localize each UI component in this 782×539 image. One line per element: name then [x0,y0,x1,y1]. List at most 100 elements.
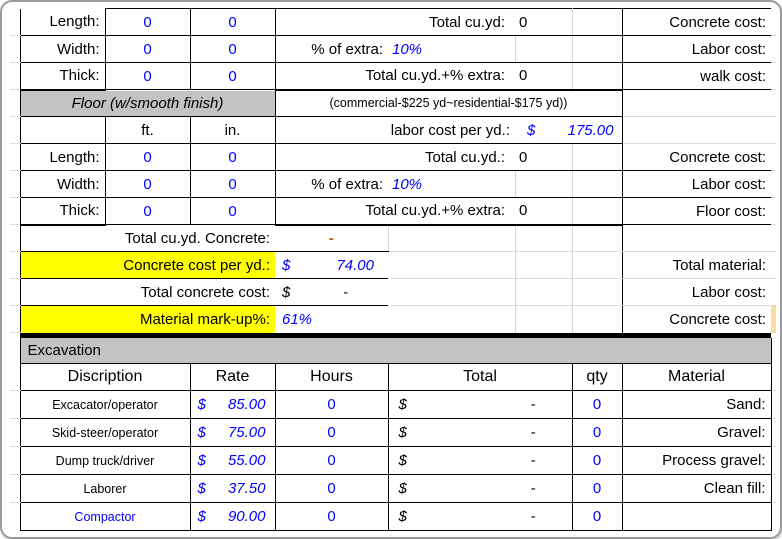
currency-symbol: $ [398,480,407,497]
floor-width-ft-input[interactable]: 0 [104,170,191,198]
row-material-markup: Material mark-up%: 61% Concrete cost: [10,305,776,333]
walk-length-in-input[interactable]: 0 [189,8,276,36]
concrete-cost-per-yd-input[interactable]: $ 74.00 [275,251,388,279]
sand-qty-input[interactable]: 0 [571,390,623,419]
empty-cell [572,35,622,63]
material-markup-input[interactable]: 61% [282,310,313,328]
left-margin-cell [10,62,20,90]
floor-width-label: Width: [19,170,105,198]
excavation-row: Laborer $37.50 0 $ - 0 Clean fill: [10,474,776,503]
excavator-total-value: $ - [387,390,573,419]
summary-concrete-cost-label: Concrete cost: [621,305,771,333]
laborer-rate-input[interactable]: $37.50 [189,474,276,503]
empty-cell [388,278,516,306]
left-margin-cell [10,474,20,503]
walk-thick-label: Thick: [19,62,105,91]
left-margin-cell [10,503,20,531]
row-walk-width: Width: 0 0 % of extra: 10% Labor cost: [10,35,776,63]
process-gravel-qty-input[interactable]: 0 [571,446,623,475]
currency-symbol: $ [197,508,206,525]
right-margin-cell [771,363,776,391]
left-margin-cell [10,89,20,117]
row-walk-length: Length: 0 0 Total cu.yd: 0 Concrete cost… [10,8,776,36]
clean-fill-label: Clean fill: [621,474,772,503]
highlighted-cell[interactable] [771,305,776,333]
dump-truck-hours-input[interactable]: 0 [274,446,389,475]
rate-value: 37.50 [227,480,266,497]
skid-steer-total-value: $ - [387,418,573,447]
walk-width-label: Width: [19,35,105,63]
right-margin-cell [771,446,776,475]
floor-extra-pct-input[interactable]: 10% [388,170,516,198]
compactor-rate-input[interactable]: $90.00 [189,502,276,531]
compactor-description[interactable]: Compactor [19,502,191,531]
row-total-concrete-cost: Total concrete cost: $ - Labor cost: [10,278,776,306]
empty-cell [572,306,622,333]
walk-extra-pct-input[interactable]: 10% [388,35,516,63]
walk-width-in-input[interactable]: 0 [189,35,276,63]
excavator-rate-input[interactable]: $85.00 [189,390,276,419]
excavator-hours-input[interactable]: 0 [274,390,389,419]
currency-symbol: $ [282,256,291,274]
total-material-label: Total material: [621,251,771,279]
left-margin-cell [10,363,20,391]
empty-cell [515,305,573,333]
walk-length-ft-input[interactable]: 0 [104,8,191,36]
divider-bar [20,332,771,338]
walk-width-ft-input[interactable]: 0 [104,35,191,63]
skid-steer-rate-input[interactable]: $75.00 [189,418,276,447]
empty-cell [621,224,771,252]
currency-symbol: $ [282,283,291,301]
skid-steer-hours-input[interactable]: 0 [274,418,389,447]
compactor-total-value: $ - [387,502,573,531]
floor-length-in-input[interactable]: 0 [189,143,276,171]
right-margin-cell [771,170,776,198]
compactor-hours-input[interactable]: 0 [274,502,389,531]
clean-fill-qty-input[interactable]: 0 [571,474,623,503]
labor-cost-per-yd-input[interactable]: $ 175.00 [515,116,622,144]
empty-cell [388,224,516,252]
excavation-row: Skid-steer/operator $75.00 0 $ - 0 Gravel… [10,418,776,447]
row-excavation-band: Excavation [10,337,776,364]
left-margin-cell [10,278,20,306]
dump-truck-rate-input[interactable]: $55.00 [189,446,276,475]
gravel-qty-input[interactable]: 0 [571,418,623,447]
floor-length-ft-input[interactable]: 0 [104,143,191,171]
laborer-hours-input[interactable]: 0 [274,474,389,503]
floor-total-extra-label: Total cu.yd.+% extra: [275,197,515,226]
floor-width-in-input[interactable]: 0 [189,170,276,198]
left-margin-cell [10,338,20,364]
empty-cell [388,305,516,333]
laborer-total-value: $ - [387,474,573,503]
currency-symbol: $ [197,424,206,441]
empty-cell [515,35,573,63]
empty-material-cell [621,502,772,531]
floor-thick-ft-input[interactable]: 0 [104,197,191,225]
right-margin-cell [771,251,776,279]
row-floor-thick: Thick: 0 0 Total cu.yd.+% extra: 0 Floor… [10,197,776,226]
floor-total-extra-value: 0 [515,197,573,226]
right-margin-cell [771,418,776,447]
left-margin-cell [10,143,20,171]
empty-cell [621,116,771,144]
left-margin-cell [10,170,20,198]
walk-thick-ft-input[interactable]: 0 [104,62,191,90]
empty-cell [572,8,622,36]
empty-cell [515,170,573,198]
currency-symbol: $ [398,452,407,469]
right-margin-cell [771,278,776,306]
laborer-description: Laborer [19,474,191,503]
walk-thick-in-input[interactable]: 0 [189,62,276,90]
floor-pricing-note: (commercial-$225 yd~residential-$175 yd)… [275,89,622,117]
walk-extra-pct-label: % of extra: [275,35,388,63]
excavation-row: Excacator/operator $85.00 0 $ - 0 Sand: [10,390,776,419]
floor-labor-cost-label: Labor cost: [621,170,771,198]
walk-cost-label: walk cost: [621,62,771,90]
compactor-qty-input[interactable]: 0 [571,502,623,531]
in-column-header: in. [189,116,276,144]
right-margin-cell [771,390,776,419]
floor-thick-in-input[interactable]: 0 [189,197,276,225]
rate-value: 85.00 [227,396,266,413]
left-margin-cell [10,35,20,63]
